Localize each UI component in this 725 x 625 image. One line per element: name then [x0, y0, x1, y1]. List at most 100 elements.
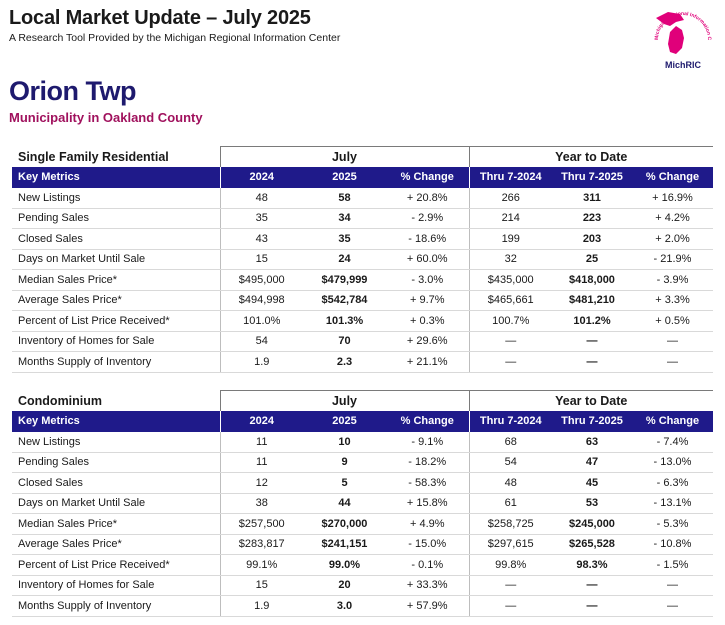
table-cell: —	[632, 575, 713, 596]
table-row: Median Sales Price* $495,000 $479,999- 3.0…	[12, 269, 713, 291]
metric-label: Percent of List Price Received*	[12, 554, 220, 576]
table-cell: —	[468, 331, 552, 352]
section-header-row: Condominium July Year to Date	[12, 390, 713, 411]
table-cell: 15	[219, 575, 303, 596]
table-cell: —	[552, 331, 632, 352]
group-ytd-label: Year to Date	[469, 390, 713, 411]
table-cell: 99.0%	[303, 554, 386, 576]
table-cell: 24	[303, 249, 386, 270]
table-cell: 45	[552, 472, 632, 494]
table-row: Pending Sales 35 34- 2.9% 214 223 + 4.2%	[12, 208, 713, 229]
table-cell: 5	[303, 472, 386, 494]
table-row: Months Supply of Inventory 1.9 3.0 + 57.9% —…	[12, 595, 713, 617]
table-cell: —	[552, 575, 632, 596]
column-header-ytd: % Change	[632, 411, 713, 432]
table-cell: + 20.8%	[386, 187, 470, 209]
table-cell: - 9.1%	[386, 431, 470, 453]
table-cell: $418,000	[552, 269, 632, 291]
table-row: Closed Sales 12 5- 58.3% 48 45- 6.3%	[12, 472, 713, 494]
table-cell: + 29.6%	[386, 331, 470, 352]
michigan-map-icon	[656, 12, 684, 54]
table-cell: 101.2%	[552, 310, 632, 332]
column-header-july: % Change	[386, 411, 469, 432]
report-header: Local Market Update – July 2025 A Resear…	[9, 7, 340, 44]
column-header-ytd: Thru 7-2025	[552, 411, 632, 432]
table-cell: - 3.0%	[386, 269, 470, 291]
table-cell: + 4.9%	[386, 513, 470, 535]
metric-label: Average Sales Price*	[12, 290, 220, 311]
table-cell: —	[632, 595, 713, 617]
table-cell: 101.3%	[303, 310, 386, 332]
table-cell: - 13.0%	[632, 452, 713, 473]
table-cell: - 5.3%	[632, 513, 713, 535]
table-cell: + 21.1%	[386, 351, 470, 373]
table-cell: —	[468, 351, 552, 373]
table-row: Months Supply of Inventory 1.9 2.3 + 21.1% —…	[12, 351, 713, 373]
table-cell: —	[468, 595, 552, 617]
report-title: Local Market Update – July 2025	[9, 7, 311, 29]
table-row: Days on Market Until Sale 38 44 + 15.8% 61 53…	[12, 493, 713, 514]
table-cell: $495,000	[219, 269, 303, 291]
table-row: Days on Market Until Sale 15 24 + 60.0% 32 25…	[12, 249, 713, 270]
table-row: Percent of List Price Received* 101.0% 101…	[12, 310, 713, 332]
table-cell: 266	[468, 187, 552, 209]
metric-label: Percent of List Price Received*	[12, 310, 220, 332]
metric-label: Days on Market Until Sale	[12, 249, 220, 270]
table-cell: 10	[303, 431, 386, 453]
table-cell: - 0.1%	[386, 554, 470, 576]
table-cell: - 2.9%	[386, 208, 470, 229]
metric-label: Months Supply of Inventory	[12, 595, 220, 617]
table-cell: - 15.0%	[386, 534, 470, 555]
column-header-july: 2024	[219, 167, 303, 188]
municipality-block: Orion Twp Municipality in Oakland County	[9, 76, 203, 125]
table-cell: 223	[552, 208, 632, 229]
table-cell: - 58.3%	[386, 472, 470, 494]
table-cell: $479,999	[303, 269, 386, 291]
group-ytd-label: Year to Date	[469, 146, 713, 167]
table-row: Median Sales Price* $257,500 $270,000 + 4.9…	[12, 513, 713, 535]
column-header-ytd: % Change	[632, 167, 713, 188]
table-cell: 199	[468, 228, 552, 250]
table-cell: $481,210	[552, 290, 632, 311]
column-header-july: 2024	[219, 411, 303, 432]
table-cell: 214	[468, 208, 552, 229]
table-cell: 32	[468, 249, 552, 270]
table-cell: 34	[303, 208, 386, 229]
table-cell: 100.7%	[468, 310, 552, 332]
table-cell: - 1.5%	[632, 554, 713, 576]
table-cell: 47	[552, 452, 632, 473]
table-cell: - 18.2%	[386, 452, 470, 473]
metric-label: Pending Sales	[12, 208, 220, 229]
table-cell: —	[552, 595, 632, 617]
table-cell: 9	[303, 452, 386, 473]
metric-label: Closed Sales	[12, 472, 220, 494]
column-header-row: Key Metrics 2024 2025% Change Thru 7-2024 Th…	[12, 167, 713, 188]
table-cell: + 4.2%	[632, 208, 713, 229]
table-cell: 70	[303, 331, 386, 352]
table-row: New Listings 11 10- 9.1% 68 63- 7.4%	[12, 431, 713, 453]
metric-label: Months Supply of Inventory	[12, 351, 220, 373]
column-header-ytd: Thru 7-2024	[468, 411, 552, 432]
table-cell: 61	[468, 493, 552, 514]
table-cell: $465,661	[468, 290, 552, 311]
table-cell: - 10.8%	[632, 534, 713, 555]
table-cell: + 60.0%	[386, 249, 470, 270]
group-july-label: July	[219, 146, 470, 167]
table-cell: - 13.1%	[632, 493, 713, 514]
table-cell: - 18.6%	[386, 228, 470, 250]
table-cell: 11	[219, 431, 303, 453]
metric-label: Inventory of Homes for Sale	[12, 575, 220, 596]
table-cell: 1.9	[219, 595, 303, 617]
table-cell: 54	[468, 452, 552, 473]
column-header-july: % Change	[386, 167, 469, 188]
section-header-row: Single Family Residential July Year to Dat…	[12, 146, 713, 167]
table-cell: 58	[303, 187, 386, 209]
table-cell: —	[552, 351, 632, 373]
logo-text: MichRIC	[665, 60, 702, 70]
single-family-table: Single Family Residential July Year to Dat…	[12, 146, 713, 373]
table-row: Inventory of Homes for Sale 15 20 + 33.3% — —…	[12, 575, 713, 596]
table-cell: $297,615	[468, 534, 552, 555]
metric-label: Closed Sales	[12, 228, 220, 250]
table-row: Average Sales Price* $283,817 $241,151- 15…	[12, 534, 713, 555]
table-cell: 48	[219, 187, 303, 209]
